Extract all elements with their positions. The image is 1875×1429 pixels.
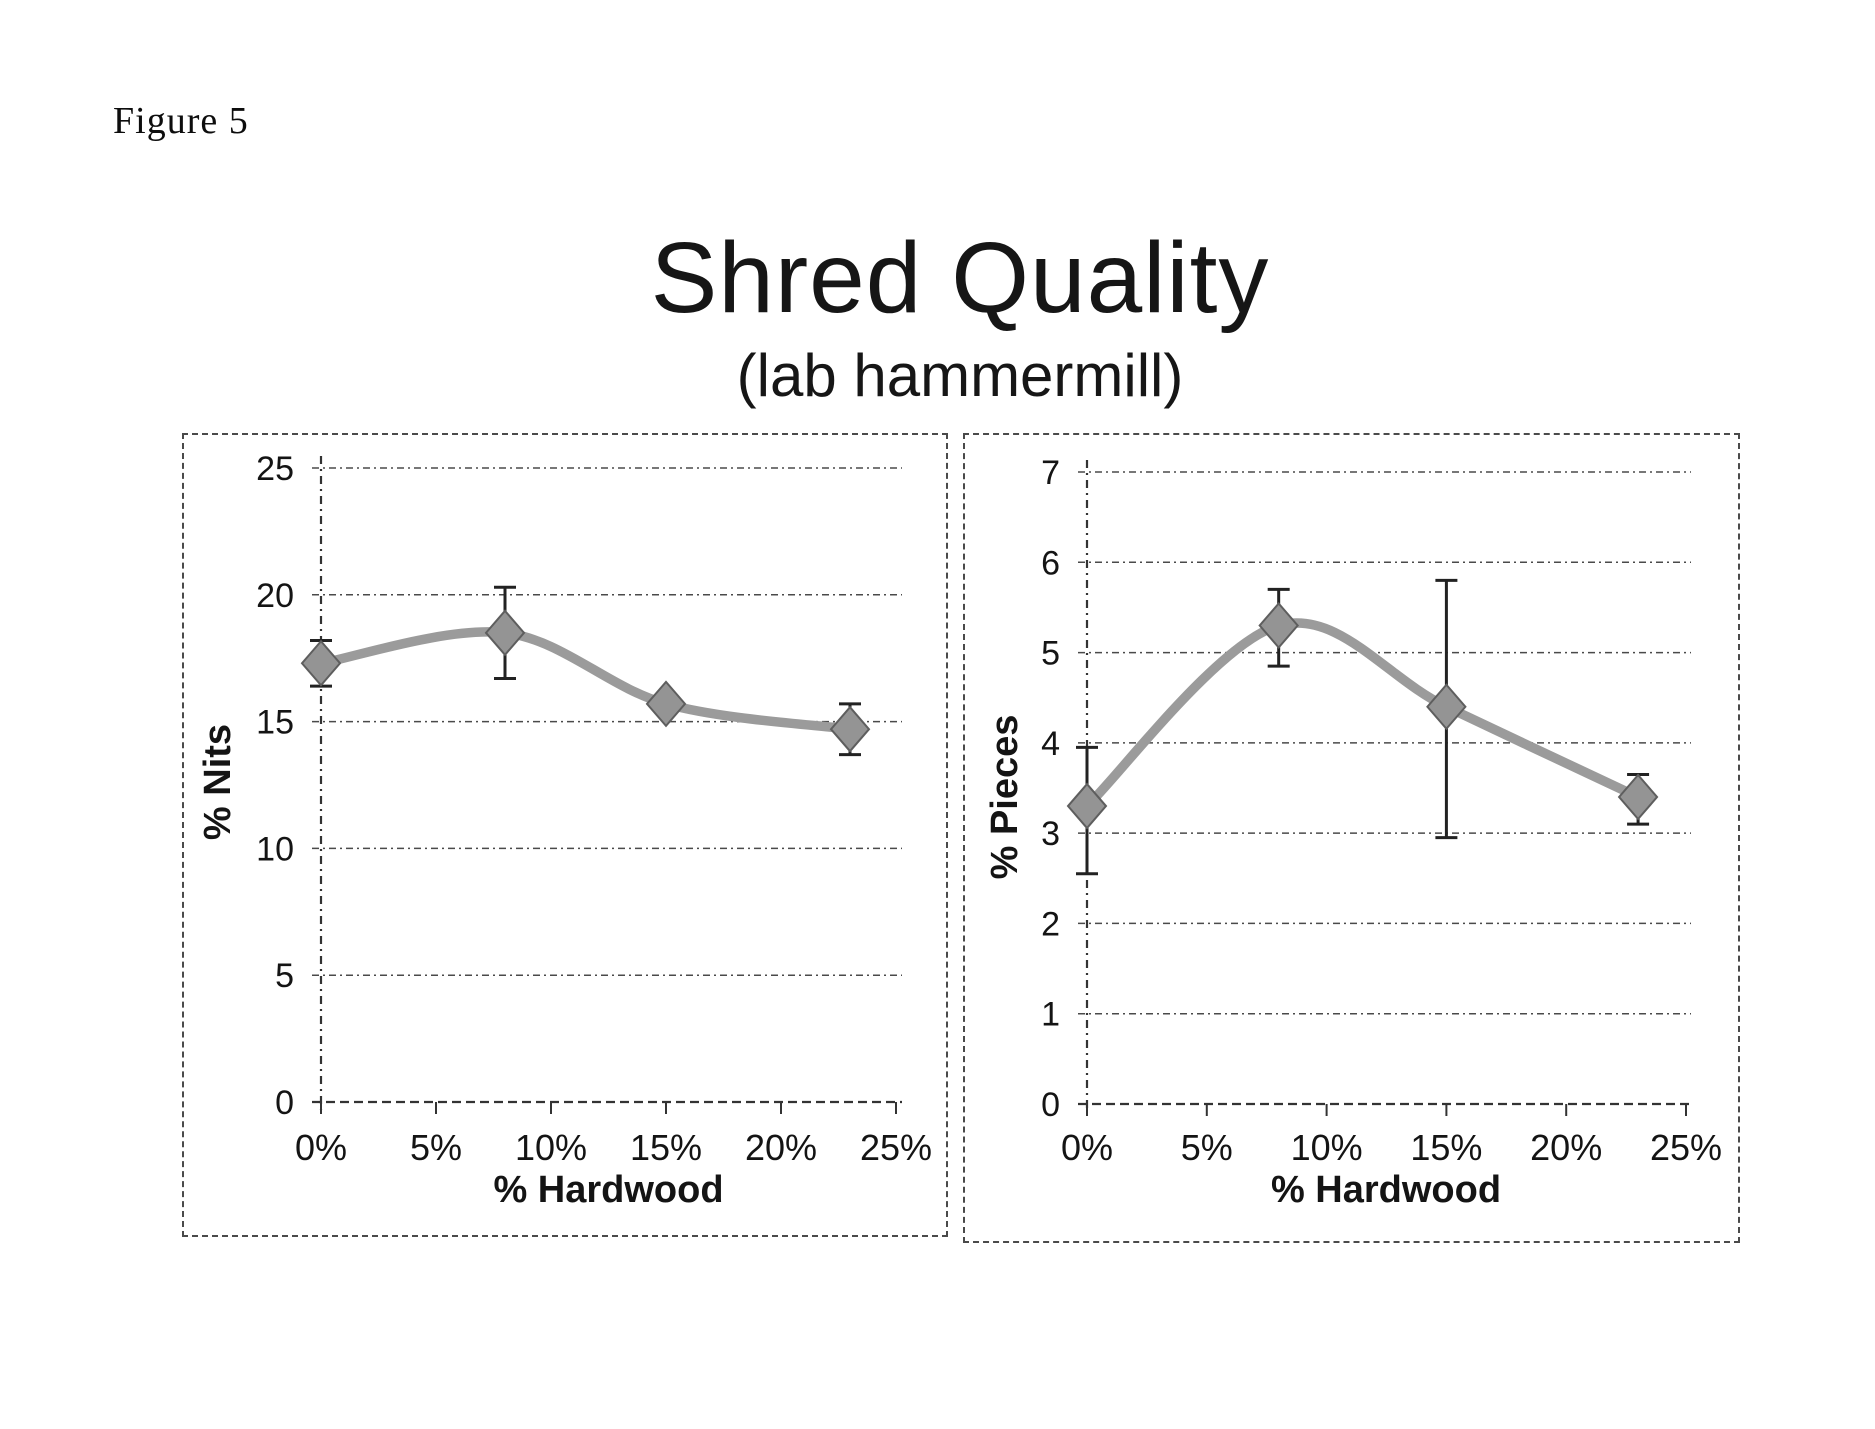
y-tick-label: 10 [256, 830, 294, 868]
data-point-marker [645, 680, 687, 728]
x-axis-title: % Hardwood [493, 1169, 723, 1211]
y-tick-label: 4 [1041, 725, 1060, 763]
data-point-marker [829, 705, 871, 753]
x-tick-label: 20% [745, 1127, 817, 1168]
data-series-line [1082, 618, 1643, 811]
nits-chart: 0 5 10 15 20 25 0% 5% 10% 15% 20% 25% % Hardwood % Ni… [197, 450, 932, 1211]
y-tick-label: 15 [256, 704, 294, 742]
figure-label: Figure 5 [113, 100, 249, 142]
y-tick-label: 0 [1041, 1086, 1060, 1124]
y-tick-label: 0 [275, 1084, 294, 1122]
data-point-marker [1258, 601, 1300, 650]
x-tick-label: 15% [630, 1127, 702, 1168]
y-tick-label: 3 [1041, 815, 1060, 853]
x-tick-label: 20% [1530, 1127, 1602, 1168]
y-tick-label: 2 [1041, 905, 1060, 943]
x-tick-label: 25% [860, 1127, 932, 1168]
x-tick-label: 5% [410, 1127, 462, 1168]
chart-main-title: Shred Quality [650, 222, 1270, 334]
x-tick-label: 0% [1061, 1127, 1113, 1168]
x-tick-label: 10% [515, 1127, 587, 1168]
y-tick-label: 5 [1041, 635, 1060, 673]
y-tick-label: 25 [256, 450, 294, 488]
y-axis-title: % Pieces [984, 715, 1026, 880]
x-axis-title: % Hardwood [1271, 1169, 1501, 1211]
data-point-marker [484, 609, 526, 657]
y-axis-title: % Nits [197, 724, 239, 840]
data-point-marker [1066, 782, 1108, 830]
data-point-marker [1426, 683, 1467, 731]
data-point-marker [1617, 773, 1659, 821]
y-tick-label: 20 [256, 577, 294, 615]
chart-subtitle: (lab hammermill) [736, 342, 1184, 409]
y-tick-label: 1 [1041, 996, 1060, 1034]
pieces-chart-panel: 0 1 2 3 4 5 6 7 0% 5% 10% 15% 20% 25% % Hardwood % Piec… [963, 433, 1740, 1243]
x-tick-label: 0% [295, 1127, 347, 1168]
y-tick-label: 6 [1041, 544, 1060, 582]
data-point-marker [300, 639, 342, 687]
x-tick-label: 15% [1410, 1127, 1482, 1168]
data-series-line [316, 627, 855, 734]
x-tick-label: 5% [1181, 1127, 1233, 1168]
pieces-chart: 0 1 2 3 4 5 6 7 0% 5% 10% 15% 20% 25% % Hardwood % Piec… [984, 454, 1722, 1211]
y-tick-label: 5 [275, 957, 294, 995]
y-tick-label: 7 [1041, 454, 1060, 492]
nits-chart-panel: 0 5 10 15 20 25 0% 5% 10% 15% 20% 25% % Hardwood % Ni… [182, 433, 948, 1237]
x-tick-label: 10% [1291, 1127, 1363, 1168]
x-tick-label: 25% [1650, 1127, 1722, 1168]
